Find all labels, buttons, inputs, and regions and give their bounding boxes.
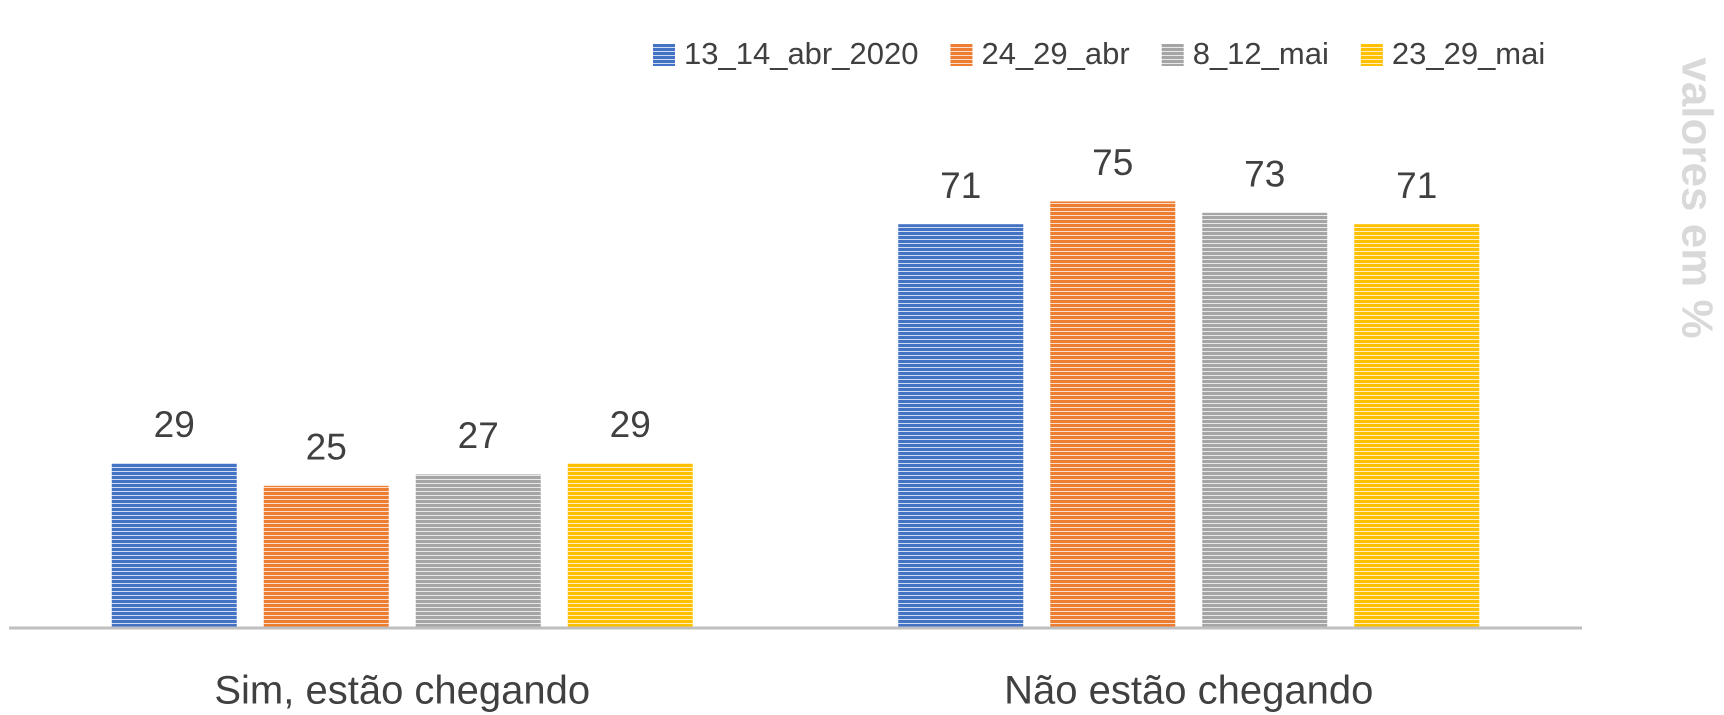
bar: [1354, 224, 1480, 628]
data-label: 73: [1244, 154, 1285, 195]
data-label: 29: [610, 404, 651, 445]
bar: [263, 485, 389, 628]
bar: [1202, 212, 1328, 628]
legend-swatch: [1360, 44, 1383, 66]
data-label: 71: [940, 165, 981, 206]
bar: [898, 224, 1024, 628]
bar: [415, 474, 541, 628]
legend-label: 23_29_mai: [1392, 36, 1545, 71]
legend-swatch: [950, 44, 973, 66]
y-axis-label: valores em %: [1672, 57, 1721, 338]
data-label: 71: [1396, 165, 1437, 206]
data-label: 75: [1092, 142, 1133, 183]
bar: [567, 463, 693, 628]
bar: [111, 463, 237, 628]
data-label: 27: [458, 415, 499, 456]
legend-label: 24_29_abr: [981, 36, 1129, 71]
bar: [1050, 201, 1176, 628]
legend-swatch: [1161, 44, 1184, 66]
legend-label: 13_14_abr_2020: [684, 36, 918, 71]
x-tick-label: Sim, estão chegando: [214, 669, 590, 713]
legend-swatch: [653, 44, 675, 66]
x-tick-label: Não estão chegando: [1004, 669, 1373, 713]
legend-label: 8_12_mai: [1193, 36, 1329, 71]
data-label: 25: [306, 427, 347, 468]
data-label: 29: [154, 404, 195, 445]
